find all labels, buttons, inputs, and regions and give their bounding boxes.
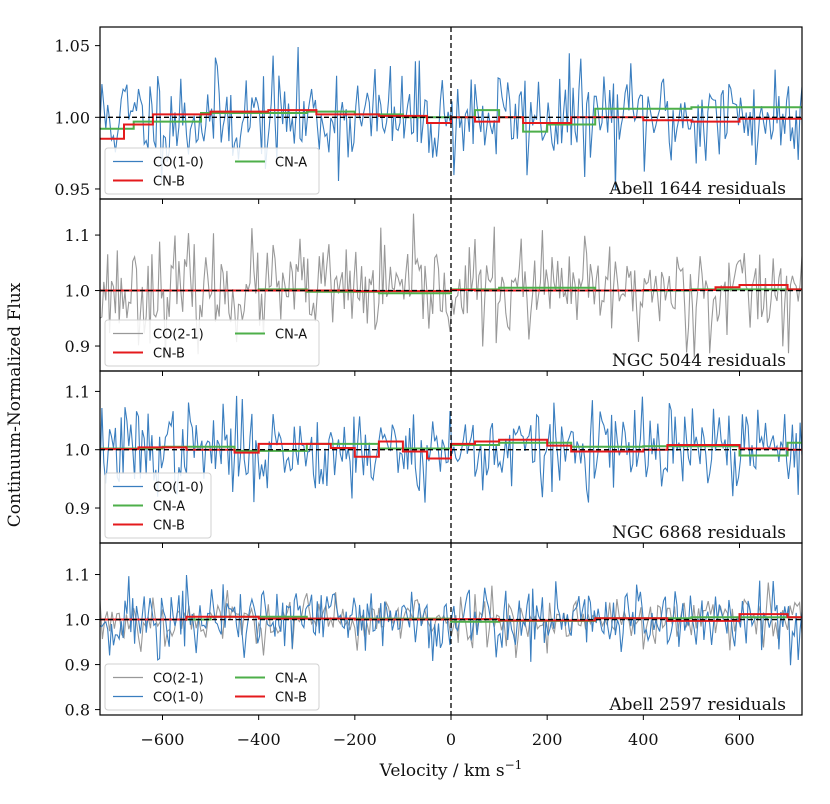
panel-1-label: Abell 1644 residuals (608, 179, 786, 199)
panel-4-ytick-label: 1.1 (65, 566, 90, 585)
panel-4-series-co1-0 (100, 574, 802, 666)
xtick-label: 0 (446, 730, 456, 749)
panel-3-legend-label-co1-0: CO(1-0) (153, 481, 204, 496)
panel-1-ytick-label: 1.00 (54, 108, 90, 127)
panel-2-label: NGC 5044 residuals (612, 351, 786, 371)
panel-4-legend: CO(2-1) CO(1-0) CN-A CN-B (104, 663, 320, 711)
panel-4-ytick-label: 1.0 (65, 611, 90, 630)
panel-4-label: Abell 2597 residuals (608, 695, 786, 715)
panel-1-ytick-label: 0.95 (54, 180, 90, 199)
panel-2-legend-box (104, 319, 320, 367)
panel-2: 0.9 1.0 1.1 NGC 5044 residuals CO(2-1) CN-B CN… (65, 198, 803, 376)
panel-3-legend: CO(1-0) CN-A CN-B (104, 472, 212, 539)
panel-4-legend-box (104, 663, 320, 711)
xtick-label: −200 (333, 730, 377, 749)
xtick-label: 200 (532, 730, 563, 749)
x-axis-title-exponent: −1 (505, 758, 523, 772)
panel-2-legend: CO(2-1) CN-B CN-A (104, 319, 320, 367)
panel-1-series-cn-a (100, 106, 802, 133)
panel-2-legend-label-cn-b: CN-B (153, 347, 185, 362)
panel-3-ytick-label: 1.1 (65, 382, 90, 401)
panel-4-legend-label-co2-1: CO(2-1) (153, 672, 204, 687)
panel-1-legend-label-cn-a: CN-A (275, 156, 307, 171)
panel-4-series-cn-b (100, 613, 802, 622)
panel-2-series-cn-b (100, 284, 802, 293)
panel-3-ytick-label: 1.0 (65, 441, 90, 460)
x-axis: −600 −400 −200 0 200 400 600 (141, 730, 755, 749)
panel-2-ytick-label: 1.0 (65, 282, 90, 301)
panel-2-legend-label-co2-1: CO(2-1) (153, 328, 204, 343)
panel-4-ytick-label: 0.9 (65, 656, 90, 675)
panel-4-legend-label-cn-a: CN-A (275, 672, 307, 687)
panel-2-ytick-label: 1.1 (65, 226, 90, 245)
panel-3-series-co1-0 (100, 395, 802, 503)
xtick-label: −600 (141, 730, 185, 749)
panel-1-legend: CO(1-0) CN-B CN-A (104, 147, 320, 195)
panel-3-label: NGC 6868 residuals (612, 523, 786, 543)
panel-3-legend-box (104, 472, 212, 539)
x-axis-title: Velocity / km s−1 (379, 758, 523, 781)
panel-4-legend-label-co1-0: CO(1-0) (153, 691, 204, 706)
panel-1-legend-label-cn-b: CN-B (153, 175, 185, 190)
panel-2-legend-label-cn-a: CN-A (275, 328, 307, 343)
panel-3: 0.9 1.0 1.1 NGC 6868 residuals CO(1-0) CN-A CN… (65, 370, 803, 548)
x-axis-title-text: Velocity / km s (379, 761, 505, 781)
xtick-label: −400 (237, 730, 281, 749)
xtick-label: 600 (724, 730, 755, 749)
panel-4-plot-area (100, 574, 802, 666)
y-axis-title: Continuum-Normalized Flux (5, 282, 25, 527)
panel-3-legend-label-cn-a: CN-A (153, 500, 185, 515)
panel-1-ytick-label: 1.05 (54, 37, 90, 56)
panel-2-ytick-label: 0.9 (65, 337, 90, 356)
panel-3-legend-label-cn-b: CN-B (153, 519, 185, 534)
panel-1-legend-box (104, 147, 320, 195)
xtick-label: 400 (628, 730, 659, 749)
panel-3-ytick-label: 0.9 (65, 499, 90, 518)
panel-4-legend-label-cn-b: CN-B (275, 691, 307, 706)
panel-4-ytick-label: 0.8 (65, 701, 90, 720)
panel-1-legend-label-co1-0: CO(1-0) (153, 156, 204, 171)
